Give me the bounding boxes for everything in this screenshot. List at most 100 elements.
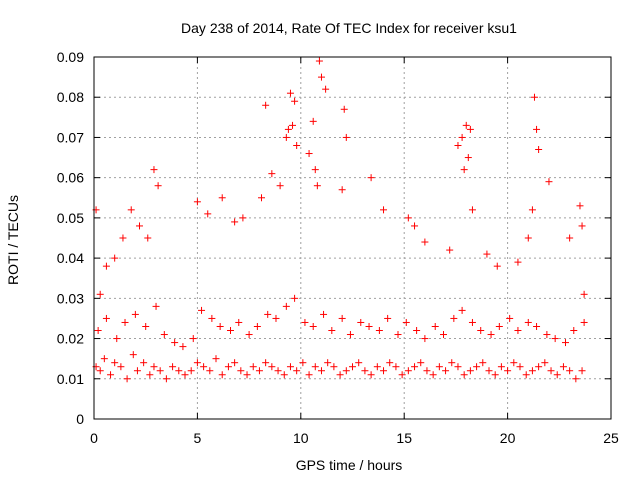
grid-lines (94, 57, 611, 419)
data-point (483, 250, 491, 258)
data-point (133, 367, 141, 375)
data-point (578, 367, 586, 375)
x-tick-label: 25 (603, 430, 619, 446)
data-point (384, 314, 392, 322)
data-point (458, 133, 466, 141)
data-point (367, 371, 375, 379)
data-point (423, 367, 431, 375)
data-point (506, 314, 514, 322)
y-tick-label: 0.06 (57, 170, 84, 186)
data-point (468, 318, 476, 326)
data-point (193, 198, 201, 206)
data-point (117, 363, 125, 371)
data-point (276, 182, 284, 190)
data-point (231, 218, 239, 226)
data-point (305, 150, 313, 158)
y-axis-label: ROTI / TECUs (5, 195, 21, 285)
data-point (346, 331, 354, 339)
data-point (206, 367, 214, 375)
data-point (495, 322, 503, 330)
data-point (394, 331, 402, 339)
data-point (336, 371, 344, 379)
data-point (454, 363, 462, 371)
data-point (431, 322, 439, 330)
data-point (340, 105, 348, 113)
data-point (541, 359, 549, 367)
data-point (342, 367, 350, 375)
data-point (559, 363, 567, 371)
data-point (454, 141, 462, 149)
data-point (144, 234, 152, 242)
data-point (150, 363, 158, 371)
data-point (119, 234, 127, 242)
data-point (208, 314, 216, 322)
data-point (291, 294, 299, 302)
data-point (237, 367, 245, 375)
data-point (342, 133, 350, 141)
data-point (142, 322, 150, 330)
data-point (545, 178, 553, 186)
data-point (218, 194, 226, 202)
data-point (286, 363, 294, 371)
data-point (338, 314, 346, 322)
data-point (330, 363, 338, 371)
x-tick-label: 10 (293, 430, 309, 446)
data-point (398, 371, 406, 379)
x-tick-label: 20 (500, 430, 516, 446)
data-point (504, 367, 512, 375)
data-point (535, 146, 543, 154)
data-point (140, 359, 148, 367)
data-point (357, 318, 365, 326)
data-point (367, 174, 375, 182)
y-tick-label: 0.04 (57, 250, 84, 266)
data-point (435, 363, 443, 371)
data-point (442, 367, 450, 375)
data-point (111, 359, 119, 367)
data-point (249, 363, 257, 371)
data-point (530, 93, 538, 101)
y-tick-label: 0.01 (57, 371, 84, 387)
data-point (570, 327, 578, 335)
data-point (258, 194, 266, 202)
data-point (460, 371, 468, 379)
data-point (514, 258, 522, 266)
data-point (466, 367, 474, 375)
data-point (578, 222, 586, 230)
data-point (121, 318, 129, 326)
data-point (253, 322, 261, 330)
data-point (487, 331, 495, 339)
data-point (243, 371, 251, 379)
data-point (150, 166, 158, 174)
data-point (547, 367, 555, 375)
data-point (361, 367, 369, 375)
data-point (226, 327, 234, 335)
data-point (446, 246, 454, 254)
data-point (193, 359, 201, 367)
data-point (216, 322, 224, 330)
y-tick-label: 0.09 (57, 49, 84, 65)
data-point (113, 335, 121, 343)
data-point (479, 359, 487, 367)
x-tick-label: 15 (396, 430, 412, 446)
data-point (485, 367, 493, 375)
data-point (522, 371, 530, 379)
data-point (268, 363, 276, 371)
data-point (516, 363, 524, 371)
data-point (299, 359, 307, 367)
data-point (311, 363, 319, 371)
data-point (349, 363, 356, 371)
data-point (315, 57, 323, 65)
data-point (160, 331, 168, 339)
y-tick-label: 0.05 (57, 210, 84, 226)
data-point (317, 73, 325, 81)
data-point (231, 359, 239, 367)
data-point (224, 363, 232, 371)
data-point (218, 371, 226, 379)
data-point (386, 359, 394, 367)
data-point (301, 318, 309, 326)
data-point (235, 318, 243, 326)
data-point (212, 355, 220, 363)
data-point (96, 290, 104, 298)
data-point (152, 302, 160, 310)
